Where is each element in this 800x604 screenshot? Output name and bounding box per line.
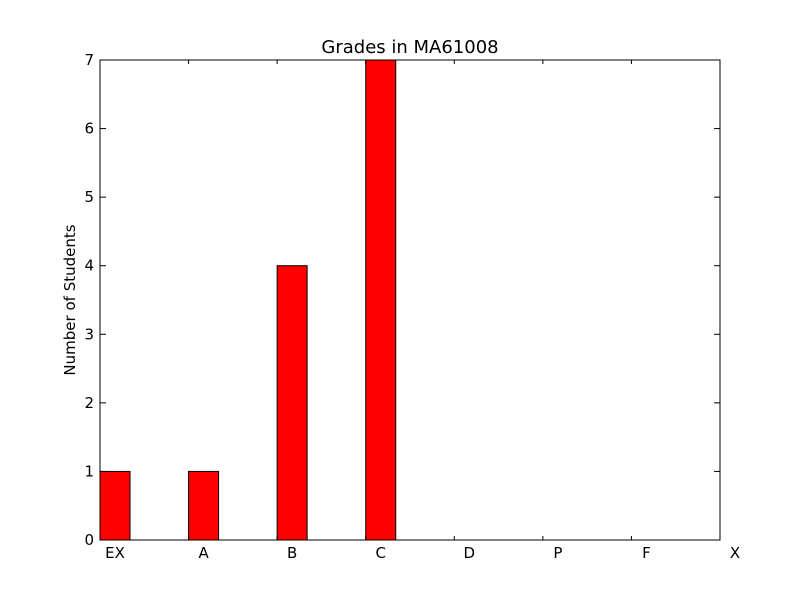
y-tick-label: 4 (84, 257, 94, 275)
x-tick-label: C (375, 544, 385, 562)
y-axis-label: Number of Students (61, 224, 79, 375)
bar-c (365, 59, 397, 541)
x-tick-label: EX (105, 544, 125, 562)
y-tick-label: 7 (84, 51, 94, 69)
bar-b (276, 265, 308, 541)
bar-a (188, 470, 220, 541)
bars-group (99, 59, 397, 541)
x-tick-label: X (730, 544, 740, 562)
y-tick-label: 6 (84, 120, 94, 138)
x-tick-label: P (553, 544, 562, 562)
y-tick-label: 1 (84, 462, 94, 480)
x-tick-label: A (198, 544, 209, 562)
plot-frame (99, 59, 721, 541)
chart-title: Grades in MA61008 (321, 37, 498, 58)
x-tick-label: B (287, 544, 297, 562)
y-tick-label: 5 (84, 188, 94, 206)
y-tick-label: 0 (84, 531, 94, 549)
ticks-group: EX A B C D P F X 0 1 2 3 4 5 6 7 (84, 51, 740, 562)
y-tick-label: 3 (84, 325, 94, 343)
x-tick-label: F (642, 544, 651, 562)
x-tick-label: D (464, 544, 476, 562)
y-tick-label: 2 (84, 394, 94, 412)
bar-ex (99, 470, 131, 541)
